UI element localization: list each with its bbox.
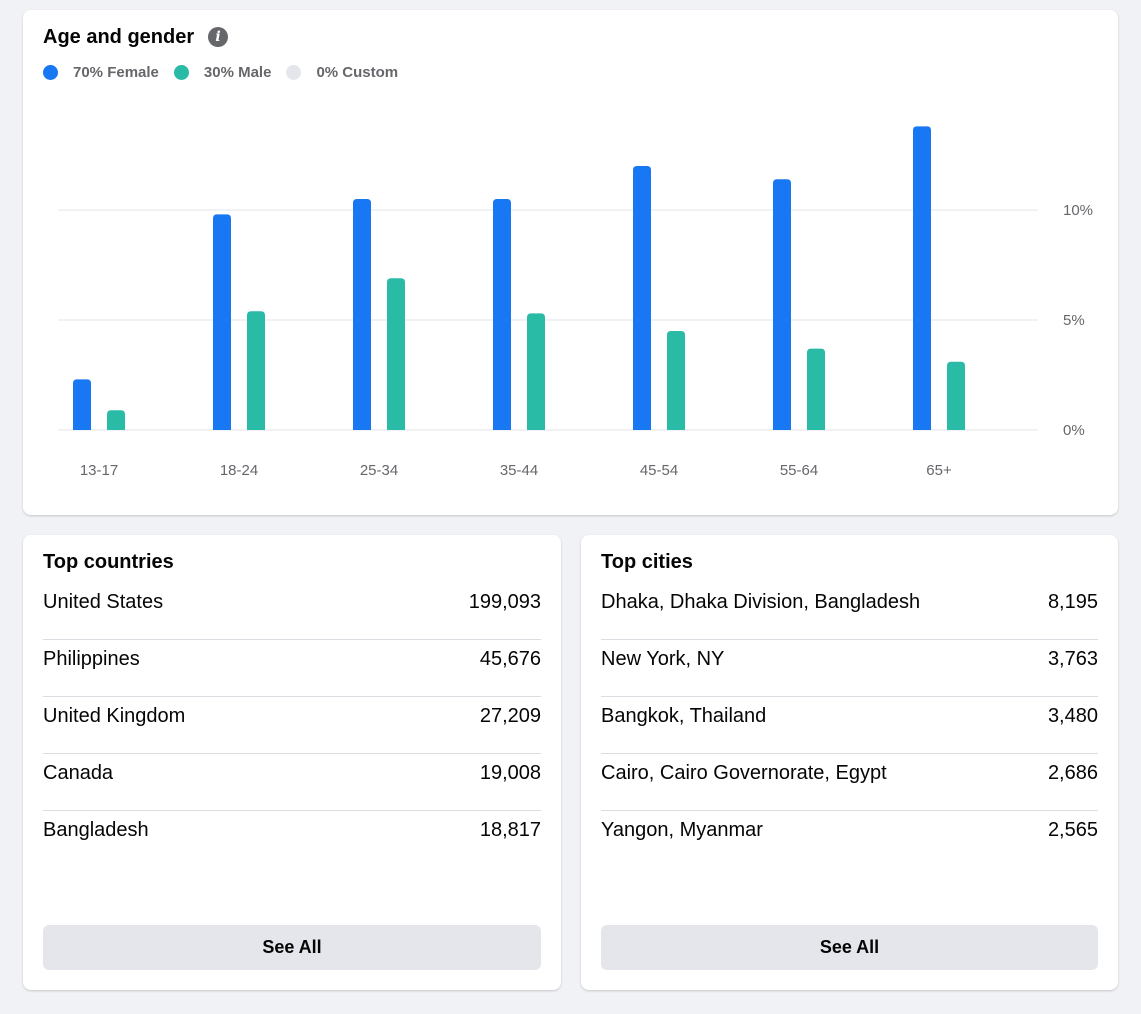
country-name: Canada	[43, 762, 114, 784]
bar-male-55-64[interactable]	[807, 348, 825, 430]
city-name: New York, NY	[601, 648, 725, 670]
list-item: Cairo, Cairo Governorate, Egypt 2,686	[601, 754, 1098, 811]
country-value: 199,093	[468, 591, 541, 613]
list-item: Canada 19,008	[43, 754, 541, 811]
list-item: Dhaka, Dhaka Division, Bangladesh 8,195	[601, 583, 1098, 640]
city-name: Bangkok, Thailand	[601, 705, 767, 727]
bar-male-65+[interactable]	[947, 361, 965, 430]
x-tick-label: 25-34	[360, 462, 398, 479]
legend-dot-female	[43, 65, 58, 80]
country-name: United Kingdom	[43, 705, 186, 727]
city-value: 2,565	[1047, 819, 1098, 841]
bar-female-13-17[interactable]	[73, 379, 91, 430]
legend-label: 0% Custom	[316, 64, 399, 81]
bar-male-35-44[interactable]	[527, 313, 545, 430]
age-gender-card: 0% 5% 10% 13-17 18-24 25-34 35-44 45-54 55-64 65+…	[23, 10, 1118, 515]
list-item: Philippines 45,676	[43, 640, 541, 697]
x-tick-label: 35-44	[500, 462, 538, 479]
legend: 70% Female 30% Male 0% Custom	[43, 64, 413, 81]
list-item: Bangladesh 18,817	[43, 811, 541, 867]
age-gender-title: Age and gender	[43, 26, 195, 48]
top-countries-card: Top countries United States 199,093 Phil…	[23, 535, 561, 990]
bar-female-55-64[interactable]	[773, 179, 791, 430]
x-tick-label: 45-54	[640, 462, 678, 479]
y-tick-label: 10%	[1063, 202, 1093, 219]
cities-list: Dhaka, Dhaka Division, Bangladesh 8,195 …	[601, 583, 1098, 867]
info-icon[interactable]: i	[208, 27, 228, 47]
legend-dot-male	[173, 65, 189, 80]
city-value: 3,763	[1047, 648, 1098, 670]
list-item: Bangkok, Thailand 3,480	[601, 697, 1098, 754]
city-name: Dhaka, Dhaka Division, Bangladesh	[601, 591, 921, 613]
city-value: 3,480	[1047, 705, 1098, 727]
city-value: 8,195	[1047, 591, 1098, 613]
legend-item-custom[interactable]: 0% Custom	[286, 64, 398, 81]
age-gender-chart: 0% 5% 10% 13-17 18-24 25-34 35-44 45-54 55-64 65+	[58, 126, 1093, 479]
city-name: Cairo, Cairo Governorate, Egypt	[601, 762, 887, 784]
country-value: 18,817	[479, 819, 541, 841]
legend-item-female[interactable]: 70% Female	[43, 64, 159, 81]
list-item: United Kingdom 27,209	[43, 697, 541, 754]
bar-female-35-44[interactable]	[493, 199, 511, 430]
bar-female-45-54[interactable]	[633, 166, 651, 430]
top-countries-title: Top countries	[43, 551, 174, 573]
legend-dot-custom	[286, 65, 302, 80]
x-tick-label: 65+	[926, 462, 952, 479]
x-tick-label: 55-64	[780, 462, 818, 479]
y-tick-label: 5%	[1063, 312, 1085, 329]
bar-male-13-17[interactable]	[107, 410, 125, 430]
list-item: Yangon, Myanmar 2,565	[601, 811, 1098, 867]
bar-male-25-34[interactable]	[387, 278, 405, 430]
countries-list: United States 199,093 Philippines 45,676…	[43, 583, 541, 867]
legend-label: 30% Male	[203, 64, 272, 81]
country-name: Bangladesh	[43, 819, 149, 841]
bar-male-18-24[interactable]	[247, 311, 265, 430]
bar-female-18-24[interactable]	[213, 214, 231, 430]
x-tick-label: 18-24	[220, 462, 258, 479]
country-name: Philippines	[43, 648, 140, 670]
city-name: Yangon, Myanmar	[601, 819, 763, 841]
top-cities-title: Top cities	[601, 551, 693, 573]
legend-label: 70% Female	[73, 64, 159, 81]
city-value: 2,686	[1047, 762, 1098, 784]
y-tick-label: 0%	[1063, 422, 1085, 439]
bar-female-65+[interactable]	[913, 126, 931, 431]
x-tick-label: 13-17	[80, 462, 118, 479]
country-name: United States	[43, 591, 164, 613]
top-cities-card: Top cities Dhaka, Dhaka Division, Bangla…	[581, 535, 1118, 990]
list-item: United States 199,093	[43, 583, 541, 640]
list-item: New York, NY 3,763	[601, 640, 1098, 697]
country-value: 19,008	[479, 762, 541, 784]
see-all-countries-button[interactable]: See All	[43, 925, 541, 970]
country-value: 27,209	[479, 705, 541, 727]
legend-item-male[interactable]: 30% Male	[173, 64, 272, 81]
see-all-cities-button[interactable]: See All	[601, 925, 1098, 970]
country-value: 45,676	[479, 648, 541, 670]
bar-female-25-34[interactable]	[353, 199, 371, 430]
bar-male-45-54[interactable]	[667, 331, 685, 430]
